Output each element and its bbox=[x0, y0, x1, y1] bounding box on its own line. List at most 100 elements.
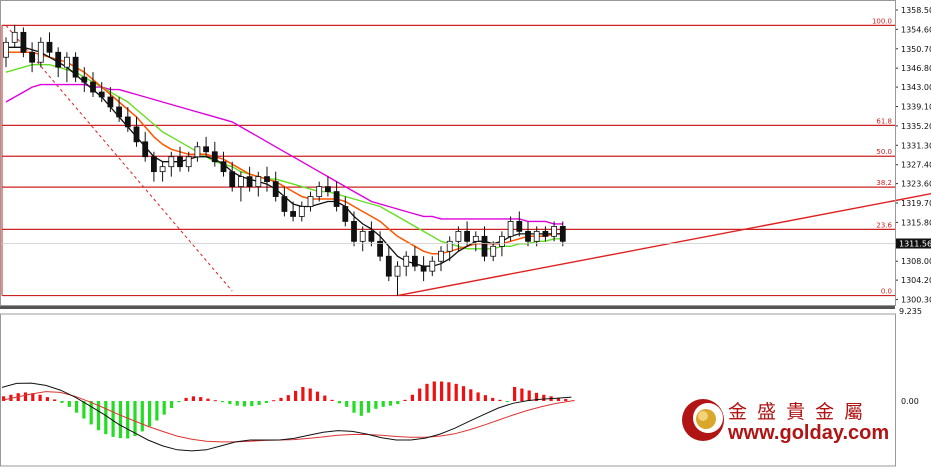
candle bbox=[116, 97, 122, 122]
macd-histogram-bar bbox=[513, 386, 517, 401]
candle bbox=[351, 211, 357, 247]
macd-histogram-bar bbox=[564, 399, 568, 401]
macd-histogram-bar bbox=[206, 398, 210, 401]
candle bbox=[455, 226, 462, 252]
candle-body bbox=[472, 235, 479, 242]
macd-histogram-bar bbox=[520, 388, 524, 401]
macd-histogram-bar bbox=[235, 401, 239, 406]
candle bbox=[281, 186, 288, 217]
macd-histogram-bar bbox=[571, 400, 575, 402]
candle bbox=[124, 106, 131, 132]
candle bbox=[420, 256, 427, 282]
candle-body bbox=[385, 255, 392, 277]
candle bbox=[150, 151, 157, 182]
candle-body bbox=[420, 265, 427, 272]
macd-histogram-bar bbox=[2, 396, 6, 401]
fib-label-0.0: 0.0 bbox=[881, 288, 892, 296]
candle bbox=[359, 226, 366, 252]
macd-histogram-bar bbox=[294, 390, 298, 401]
macd-histogram-bar bbox=[323, 395, 327, 401]
macd-histogram-bar bbox=[301, 386, 305, 401]
candle bbox=[542, 226, 549, 242]
macd-histogram-bar bbox=[111, 401, 115, 437]
macd-histogram-bar bbox=[410, 394, 414, 401]
candle-body bbox=[333, 191, 340, 207]
macd-histogram-bar bbox=[126, 401, 130, 439]
golday-emblem-icon bbox=[682, 399, 724, 441]
macd-histogram-bar bbox=[308, 388, 312, 401]
macd-histogram-bar bbox=[279, 397, 283, 401]
candle bbox=[11, 24, 18, 48]
candle bbox=[516, 211, 523, 237]
macd-histogram-bar bbox=[491, 397, 495, 401]
macd-histogram-bar bbox=[440, 381, 444, 401]
candle bbox=[464, 221, 471, 247]
price-tick-label: 1315.80 bbox=[901, 218, 931, 227]
price-axis: 1358.50 1354.60 1350.70 1346.80 1343.00 1339.… bbox=[0, 6, 931, 305]
candle-body bbox=[177, 156, 183, 168]
macd-histogram-bar bbox=[286, 395, 290, 401]
macd-histogram-bar bbox=[89, 401, 93, 425]
candle-body bbox=[142, 141, 149, 158]
price-panel-frame bbox=[0, 0, 896, 306]
candle-body bbox=[55, 51, 62, 68]
price-tick-label: 1319.70 bbox=[901, 199, 931, 208]
candle-body bbox=[551, 225, 557, 237]
candle-body bbox=[64, 56, 70, 68]
panel-separator-bar bbox=[0, 306, 895, 309]
candle bbox=[490, 241, 497, 262]
price-tick-label: 1358.50 bbox=[901, 6, 931, 15]
macd-zero-label: 0.00 bbox=[901, 397, 919, 406]
candle bbox=[368, 221, 375, 247]
candle bbox=[446, 236, 453, 262]
candle-body bbox=[290, 211, 297, 217]
macd-histogram-bar bbox=[169, 401, 174, 409]
macd-histogram-bar bbox=[199, 397, 203, 401]
macd-histogram-bar bbox=[396, 401, 400, 405]
candle bbox=[203, 136, 210, 157]
candle bbox=[159, 161, 166, 182]
candle-body bbox=[237, 176, 244, 187]
candle bbox=[307, 191, 314, 212]
candle-body bbox=[533, 230, 540, 242]
macd-panel-frame bbox=[0, 313, 896, 467]
macd-histogram-bar bbox=[498, 399, 502, 401]
candle-body bbox=[159, 166, 166, 173]
current-price-box bbox=[896, 238, 931, 249]
macd-histogram-bar bbox=[483, 395, 487, 401]
candle-body bbox=[150, 156, 157, 173]
macd-histogram-bar bbox=[527, 390, 531, 401]
candle bbox=[46, 32, 53, 58]
candle-body bbox=[211, 151, 218, 163]
macd-histogram-bar bbox=[556, 397, 560, 401]
macd-histogram-bar bbox=[447, 382, 451, 401]
candle bbox=[525, 221, 531, 247]
macd-histogram-bar bbox=[337, 401, 341, 404]
macd-histogram-bar bbox=[155, 401, 159, 421]
candle bbox=[98, 82, 105, 103]
macd-histogram-bar bbox=[315, 391, 320, 401]
candle bbox=[220, 151, 227, 177]
candle bbox=[107, 87, 114, 112]
macd-histogram-bar bbox=[67, 401, 71, 407]
golday-logo: 金 盛 貴 金 屬 www.golday.com bbox=[682, 399, 889, 444]
candle-body bbox=[46, 41, 53, 53]
candle-body bbox=[116, 106, 122, 118]
candle-body bbox=[507, 221, 514, 237]
candle bbox=[403, 251, 410, 277]
macd-histogram-bar bbox=[96, 401, 101, 431]
candle-body bbox=[29, 51, 36, 63]
macd-histogram-bar bbox=[177, 401, 181, 403]
candle-body bbox=[542, 230, 549, 237]
candle-body bbox=[72, 56, 79, 78]
signal-line bbox=[1, 391, 572, 443]
macd-histogram-bar bbox=[60, 401, 64, 403]
candle bbox=[290, 201, 297, 222]
macd-histogram-bar bbox=[388, 401, 393, 406]
candle-body bbox=[359, 230, 366, 242]
candle bbox=[133, 116, 140, 147]
candle-body bbox=[203, 146, 210, 153]
candle-body bbox=[229, 171, 236, 187]
macd-histogram-bar bbox=[476, 392, 480, 401]
candle-body bbox=[438, 250, 444, 262]
